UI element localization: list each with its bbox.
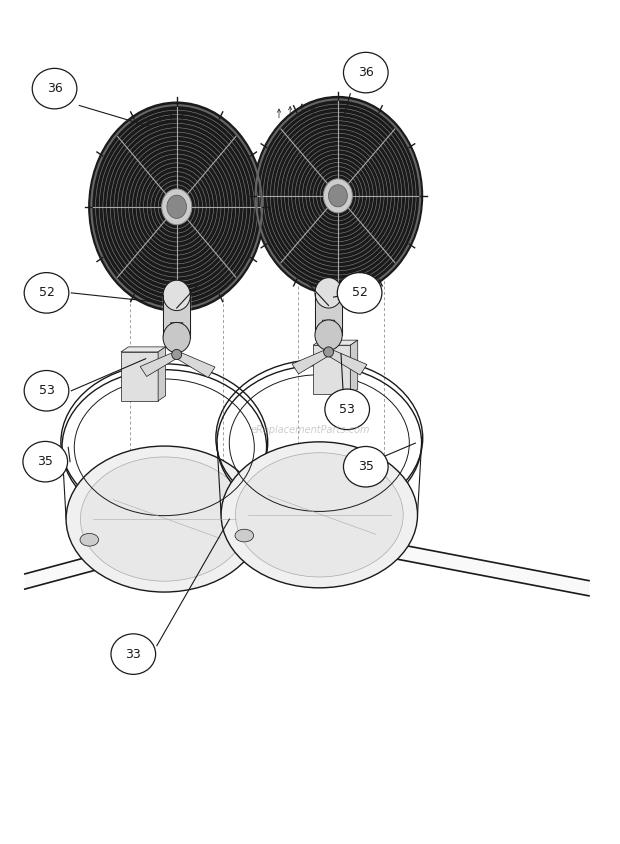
- Polygon shape: [170, 322, 183, 352]
- Ellipse shape: [163, 280, 190, 311]
- Ellipse shape: [32, 68, 77, 109]
- Ellipse shape: [329, 185, 347, 207]
- Ellipse shape: [172, 349, 182, 360]
- Ellipse shape: [163, 322, 190, 353]
- Ellipse shape: [24, 273, 69, 313]
- Text: 52: 52: [352, 286, 368, 300]
- Polygon shape: [121, 347, 166, 352]
- Ellipse shape: [324, 347, 334, 357]
- Ellipse shape: [343, 52, 388, 93]
- Ellipse shape: [315, 320, 342, 350]
- Ellipse shape: [24, 371, 69, 411]
- Polygon shape: [25, 515, 589, 596]
- Text: 36: 36: [46, 82, 63, 95]
- Ellipse shape: [162, 189, 192, 225]
- Polygon shape: [177, 353, 215, 377]
- Polygon shape: [315, 293, 342, 335]
- Ellipse shape: [66, 446, 262, 592]
- Ellipse shape: [80, 533, 99, 546]
- Text: 35: 35: [37, 455, 53, 468]
- Polygon shape: [313, 345, 350, 394]
- Text: 33: 33: [125, 647, 141, 661]
- Polygon shape: [313, 340, 358, 345]
- Ellipse shape: [81, 457, 248, 582]
- Polygon shape: [292, 350, 328, 374]
- Text: eReplacementParts.com: eReplacementParts.com: [250, 425, 370, 436]
- Ellipse shape: [315, 278, 342, 308]
- Polygon shape: [163, 295, 190, 338]
- Polygon shape: [158, 347, 166, 401]
- Polygon shape: [140, 353, 176, 376]
- Text: 53: 53: [339, 403, 355, 416]
- Ellipse shape: [111, 634, 156, 674]
- Ellipse shape: [236, 452, 403, 577]
- Ellipse shape: [325, 389, 370, 430]
- Ellipse shape: [89, 102, 265, 311]
- Ellipse shape: [253, 96, 423, 295]
- Text: 53: 53: [38, 384, 55, 398]
- Ellipse shape: [221, 442, 417, 587]
- Polygon shape: [350, 340, 358, 394]
- Polygon shape: [329, 350, 367, 375]
- Ellipse shape: [324, 179, 352, 213]
- Ellipse shape: [235, 529, 254, 542]
- Polygon shape: [121, 352, 158, 401]
- Text: 35: 35: [358, 460, 374, 473]
- Ellipse shape: [23, 441, 68, 482]
- Ellipse shape: [167, 195, 187, 219]
- Polygon shape: [322, 320, 335, 349]
- Text: 36: 36: [358, 66, 374, 79]
- Ellipse shape: [337, 273, 382, 313]
- Ellipse shape: [343, 446, 388, 487]
- Text: 52: 52: [38, 286, 55, 300]
